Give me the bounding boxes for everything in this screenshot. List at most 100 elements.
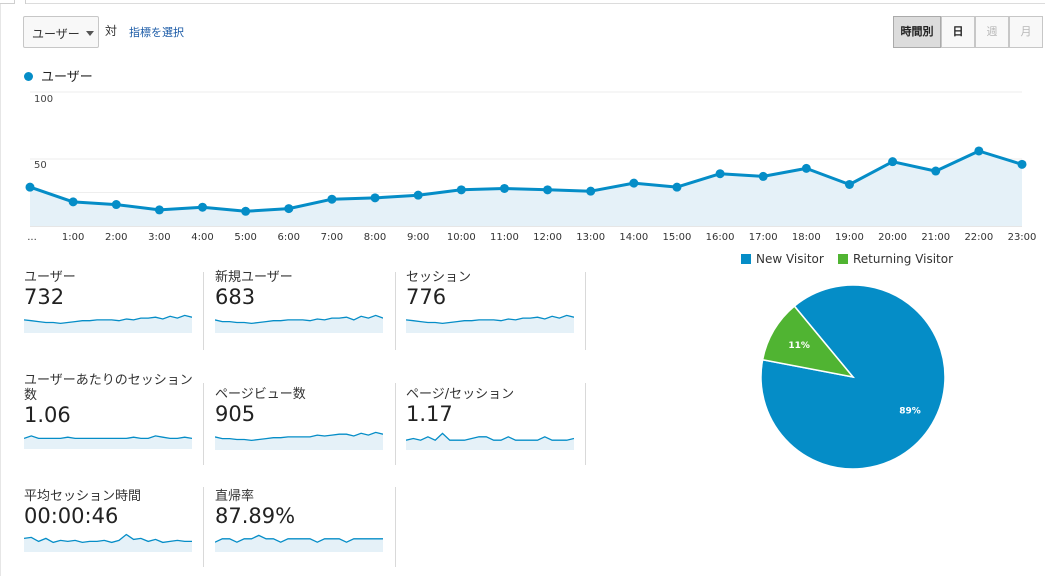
scorecard-bounce-rate: 直帰率 87.89% [215,489,390,552]
scorecard-value: 776 [406,285,447,309]
data-point[interactable] [1017,159,1027,169]
x-tick-label: 14:00 [619,232,649,243]
series-area [30,151,1022,226]
x-tick-label: 15:00 [662,232,692,243]
scorecard-users: ユーザー 732 [24,270,199,333]
data-point[interactable] [241,206,251,216]
data-point[interactable] [672,182,682,192]
scorecard-label: 新規ユーザー [215,270,293,285]
data-point[interactable] [327,194,337,204]
x-tick-label: 12:00 [533,232,562,243]
period-week-button[interactable]: 週 [975,16,1009,48]
scorecard-sessions-per-user: ユーザーあたりのセッション数 1.06 [24,373,199,449]
x-tick-label: 6:00 [277,232,301,243]
data-point[interactable] [888,157,898,167]
data-point[interactable] [68,197,78,207]
scorecard-sparkline [406,314,574,333]
visitor-type-pie-chart: 89% 11% [760,284,946,470]
scorecard-sparkline [215,314,383,333]
scorecard-label: ユーザーあたりのセッション数 [24,373,193,403]
data-point[interactable] [758,171,768,181]
scorecard-sparkline [24,435,192,449]
vs-label: 対 [105,24,118,38]
data-point[interactable] [154,205,164,215]
period-hourly-button[interactable]: 時間別 [893,16,941,48]
x-tick-label: 2:00 [105,232,128,243]
data-point[interactable] [715,169,725,179]
data-point[interactable] [370,193,380,203]
series-label: ユーザー [41,70,93,85]
series-dot-icon [24,72,33,81]
x-tick-label: 20:00 [878,232,907,243]
pie-slice-label: 11% [788,341,810,351]
scorecard-label: ページ/セッション [406,387,515,402]
metric-select[interactable]: ユーザー [23,16,99,48]
pie-legend-new: New Visitor [741,252,824,266]
x-tick-label: 9:00 [406,232,430,243]
scorecard-sparkline [215,534,383,552]
data-point[interactable] [25,182,35,192]
data-point[interactable] [499,183,509,193]
pie-legend-returning-label: Returning Visitor [853,252,954,266]
scorecard-label: ページビュー数 [215,387,306,402]
divider [203,487,204,567]
divider [585,383,586,465]
pie-legend-new-label: New Visitor [756,252,824,266]
scorecard-sparkline [406,432,574,450]
x-tick-label: 8:00 [363,232,387,243]
x-tick-label: 16:00 [705,232,735,243]
divider [203,383,204,465]
scorecard-sparkline [24,533,192,552]
data-point[interactable] [284,204,294,214]
x-tick-label: 4:00 [191,232,214,243]
divider [395,272,396,350]
data-point[interactable] [111,200,121,210]
x-tick-label: 11:00 [490,232,519,243]
divider [395,383,396,465]
left-border [0,4,1,576]
x-tick-label: 22:00 [964,232,994,243]
scorecard-pageviews: ページビュー数 905 [215,387,390,450]
x-tick-label: 23:00 [1007,232,1037,243]
scorecard-value: 732 [24,285,65,309]
x-tick-label: 17:00 [748,232,778,243]
new-visitor-swatch [741,253,751,264]
x-tick-label: 10:00 [446,232,476,243]
scorecard-pages-per-session: ページ/セッション 1.17 [406,387,581,450]
scorecard-value: 00:00:46 [24,504,119,528]
pie-legend-returning: Returning Visitor [838,252,953,266]
divider [395,487,396,567]
scorecard-new-users: 新規ユーザー 683 [215,270,390,333]
data-point[interactable] [629,178,639,188]
data-point[interactable] [586,186,596,196]
scorecard-sparkline [24,314,192,333]
data-point[interactable] [543,185,553,195]
data-point[interactable] [844,179,854,189]
data-point[interactable] [198,202,208,212]
scorecard-label: 平均セッション時間 [24,489,142,504]
scorecard-value: 1.06 [24,403,71,427]
period-month-button[interactable]: 月 [1009,16,1043,48]
x-tick-label: ... [27,232,37,243]
scorecard-value: 905 [215,402,256,426]
data-point[interactable] [931,166,941,176]
data-point[interactable] [413,190,423,200]
period-day-button[interactable]: 日 [941,16,975,48]
data-point[interactable] [974,146,984,156]
scorecard-value: 1.17 [406,402,453,426]
x-tick-label: 13:00 [576,232,606,243]
data-point[interactable] [456,185,466,195]
returning-visitor-swatch [838,253,848,264]
data-point[interactable] [801,163,811,173]
chart-legend: ユーザー [24,66,93,85]
pie-slice[interactable] [761,305,855,379]
x-tick-label: 19:00 [835,232,864,243]
x-tick-label: 21:00 [921,232,951,243]
scorecard-label: 直帰率 [215,489,255,504]
divider [203,272,204,350]
scorecard-value: 87.89% [215,504,296,528]
x-tick-label: 5:00 [234,232,257,243]
select-metric-link[interactable]: 指標を選択 [129,26,184,39]
x-tick-label: 7:00 [320,232,344,243]
divider [585,272,586,350]
